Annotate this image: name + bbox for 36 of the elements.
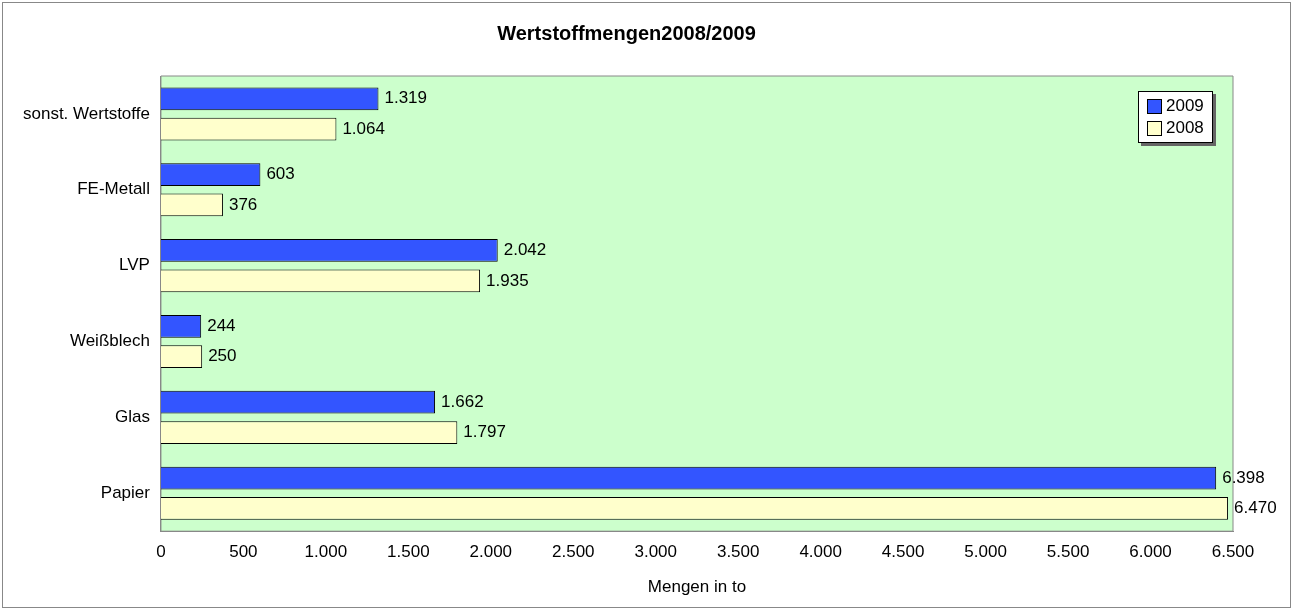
data-label: 603 <box>266 164 295 184</box>
x-tick-label: 4.500 <box>881 542 925 562</box>
y-tick-label: sonst. Wertstoffe <box>22 103 150 123</box>
x-tick-label: 3.500 <box>716 542 760 562</box>
y-tick-label: Weißblech <box>69 331 150 351</box>
data-label: 2.042 <box>503 240 547 260</box>
x-tick-label: 2.500 <box>551 542 595 562</box>
chart-title: Wertstoffmengen2008/2009 <box>497 21 756 44</box>
x-tick-label: 5.000 <box>964 542 1007 562</box>
data-label: 244 <box>207 316 236 336</box>
y-tick-label: Papier <box>100 482 151 502</box>
x-tick-label: 2.000 <box>469 542 513 562</box>
data-label: 1.797 <box>463 422 506 442</box>
data-label: 376 <box>228 194 258 214</box>
x-tick-label: 5.500 <box>1046 542 1090 562</box>
x-tick-label: 0 <box>156 542 166 562</box>
data-label: 1.064 <box>342 118 385 138</box>
x-tick-label: 500 <box>229 542 258 562</box>
x-tick-label: 6.000 <box>1129 542 1172 562</box>
x-axis-title: Mengen in to <box>647 577 747 597</box>
x-tick-label: 3.000 <box>634 542 677 562</box>
data-label: 6.470 <box>1234 498 1277 518</box>
data-label: 250 <box>208 346 237 366</box>
x-tick-label: 4.000 <box>799 542 842 562</box>
x-tick-label: 1.500 <box>387 542 430 562</box>
x-tick-label: 1.000 <box>304 542 348 562</box>
y-tick-label: FE-Metall <box>77 179 150 199</box>
y-tick-label: Glas <box>114 407 150 427</box>
data-label: 1.319 <box>384 88 428 108</box>
data-label: 1.662 <box>441 391 484 411</box>
legend-label: 2008 <box>1166 117 1204 139</box>
legend-label: 2009 <box>1166 95 1204 117</box>
y-tick-label: LVP <box>119 255 150 275</box>
data-label: 6.398 <box>1222 467 1265 487</box>
data-label: 1.935 <box>486 270 529 290</box>
x-tick-label: 6.500 <box>1211 542 1255 562</box>
